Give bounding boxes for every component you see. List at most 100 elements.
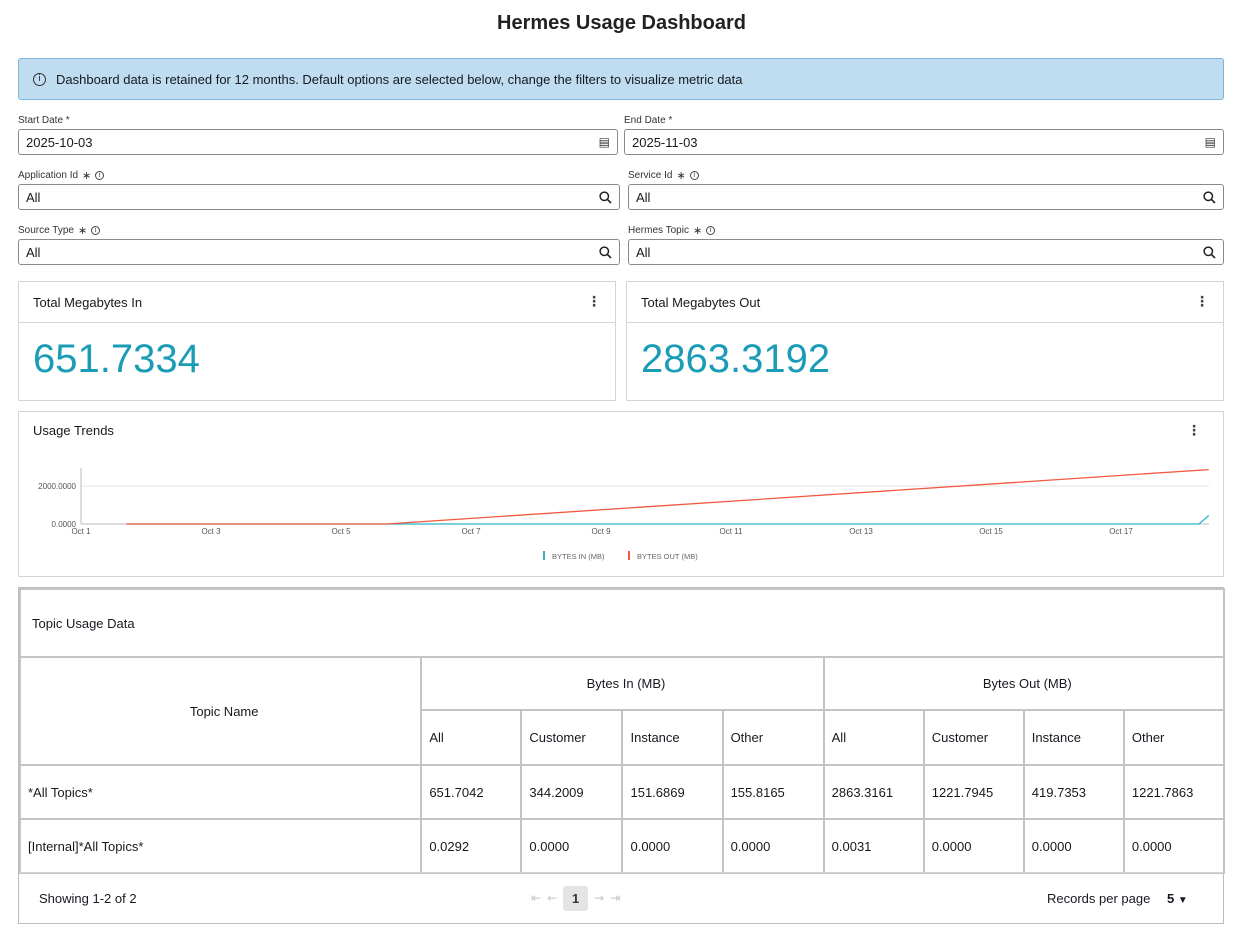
required-asterisk-icon: ∗ [82,169,92,182]
source-type-field: Source Type ∗ i All [18,224,620,265]
pagination-summary: Showing 1-2 of 2 [39,890,137,906]
table-cell: 0.0031 [822,818,925,874]
column-header: All [822,709,925,766]
table-title: Topic Usage Data [19,588,1225,658]
calendar-icon[interactable]: ▤ [598,135,610,149]
usage-trends-chart: 0.0000 2000.0000 Oct 1 Oct 3 Oct 5 Oct 7 Oct 9… [38,468,1210,561]
info-banner-text: Dashboard data is retained for 12 months… [56,71,743,87]
records-per-page-value: 5 [1167,890,1175,906]
source-type-input[interactable]: All [18,239,620,265]
end-date-value: 2025-11-03 [632,134,698,150]
last-page-icon[interactable]: ⇥ [610,891,621,905]
page-number-button[interactable]: 1 [563,885,589,911]
table-cell: 2863.3161 [822,764,925,820]
service-id-label: Service Id [628,169,673,181]
x-tick-label: Oct 11 [720,527,744,536]
hermes-topic-field: Hermes Topic ∗ i All [628,224,1224,265]
table-cell: 151.6869 [621,764,724,820]
table-cell: 0.0292 [420,818,523,874]
application-id-label: Application Id [18,169,79,181]
usage-trends-card: Usage Trends ⋮ 0.0000 2000.0000 Oct 1 Oct 3… [18,411,1224,577]
start-date-input[interactable]: 2025-10-03 ▤ [18,129,618,155]
column-group-bytes-in: Bytes In (MB) [420,656,825,711]
y-tick-label: 2000.0000 [38,482,76,491]
hermes-topic-input[interactable]: All [628,239,1224,265]
previous-page-icon[interactable]: ← [547,891,558,905]
service-id-input[interactable]: All [628,184,1224,210]
chevron-down-icon: ▼ [1177,894,1188,906]
required-asterisk-icon: ∗ [77,224,88,237]
metric-title: Total Megabytes Out [641,294,761,310]
page-title: Hermes Usage Dashboard [497,12,746,34]
legend-label: BYTES IN (MB) [552,552,605,561]
metric-card-megabytes-in: Total Megabytes In ⋮ 651.7334 [18,281,616,401]
y-tick-label: 0.0000 [52,520,77,529]
table-cell: 344.2009 [520,764,624,820]
search-icon[interactable] [1203,245,1216,259]
table-cell-topic: [Internal]*All Topics* [18,818,423,874]
end-date-field: End Date * 2025-11-03 ▤ [624,114,1224,155]
table-cell: 0.0000 [621,818,724,874]
column-header: Instance [621,709,724,766]
info-tooltip-icon[interactable]: i [91,225,101,235]
topic-usage-table: Topic Usage Data Topic Name Bytes In (MB… [18,588,1226,874]
column-header: Customer [922,709,1025,766]
records-per-page-label: Records per page [1047,890,1151,906]
hermes-topic-label: Hermes Topic [628,224,689,236]
table-cell-topic: *All Topics* [18,764,423,820]
chart-title: Usage Trends [33,423,114,438]
column-header: Customer [520,709,624,766]
service-id-value: All [636,189,651,205]
table-cell: 651.7042 [420,764,523,820]
search-icon[interactable] [1203,190,1216,204]
records-per-page-select[interactable]: 5 ▼ [1167,891,1188,906]
table-cell: 1221.7863 [1122,764,1226,820]
info-tooltip-icon[interactable]: i [95,170,105,180]
start-date-value: 2025-10-03 [26,134,93,150]
x-tick-label: Oct 3 [201,527,221,536]
more-options-icon[interactable]: ⋮ [1187,423,1201,439]
series-line [126,514,1210,525]
x-tick-label: Oct 15 [979,527,1003,536]
column-header: Other [721,709,825,766]
more-options-icon[interactable]: ⋮ [587,294,601,310]
metric-title: Total Megabytes In [33,294,143,310]
required-asterisk-icon: ∗ [676,169,686,182]
search-icon[interactable] [599,190,612,204]
table-cell: 0.0000 [1022,818,1125,874]
x-tick-label: Oct 17 [1109,527,1133,536]
required-asterisk-icon: ∗ [692,224,703,237]
info-tooltip-icon[interactable]: i [706,225,716,235]
calendar-icon[interactable]: ▤ [1204,135,1216,149]
column-group-bytes-out: Bytes Out (MB) [822,656,1226,711]
service-id-field: Service Id ∗ i All [628,169,1224,210]
table-cell: 155.8165 [721,764,825,820]
x-tick-label: Oct 7 [461,527,481,536]
table-row: *All Topics* 651.7042 344.2009 151.6869 … [18,764,1226,820]
legend-label: BYTES OUT (MB) [637,552,698,561]
info-banner: i Dashboard data is retained for 12 mont… [18,58,1224,100]
column-header: All [420,709,523,766]
column-header-topic-name: Topic Name [18,656,423,766]
table-cell: 419.7353 [1022,764,1125,820]
info-tooltip-icon[interactable]: i [689,170,699,180]
x-tick-label: Oct 9 [591,527,611,536]
first-page-icon[interactable]: ⇤ [531,891,542,905]
topic-usage-table-card: Topic Usage Data Topic Name Bytes In (MB… [18,587,1226,924]
table-cell: 0.0000 [1122,818,1226,874]
x-tick-label: Oct 13 [849,527,873,536]
search-icon[interactable] [599,245,612,259]
metric-value: 2863.3192 [641,337,831,381]
application-id-value: All [26,189,41,205]
table-cell: 0.0000 [721,818,825,874]
more-options-icon[interactable]: ⋮ [1195,294,1209,310]
table-cell: 0.0000 [520,818,624,874]
table-cell: 0.0000 [922,818,1025,874]
metric-value: 651.7334 [33,337,200,381]
pagination-nav: ⇤ ← 1 → ⇥ [531,885,621,911]
next-page-icon[interactable]: → [594,891,605,905]
x-tick-label: Oct 5 [331,527,351,536]
table-row: [Internal]*All Topics* 0.0292 0.0000 0.0… [18,818,1226,874]
end-date-input[interactable]: 2025-11-03 ▤ [624,129,1224,155]
application-id-input[interactable]: All [18,184,620,210]
